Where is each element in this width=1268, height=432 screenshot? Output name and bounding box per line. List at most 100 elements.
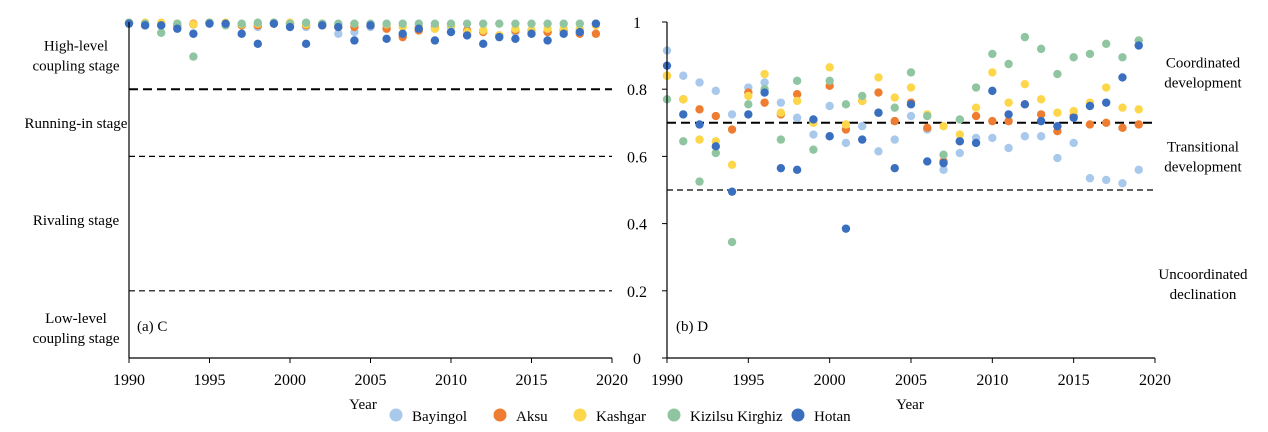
stage-label: development <box>1164 75 1242 91</box>
data-point <box>776 98 786 107</box>
data-point <box>221 19 230 28</box>
data-point <box>906 83 916 92</box>
data-point <box>890 163 899 173</box>
data-point <box>253 39 262 49</box>
data-point <box>711 148 720 158</box>
x-tick-label: 2020 <box>1139 372 1171 389</box>
data-point <box>1085 120 1095 129</box>
data-point <box>1053 69 1062 79</box>
data-point <box>906 68 916 77</box>
data-point <box>1069 138 1078 148</box>
data-point <box>792 90 802 99</box>
data-point <box>939 165 948 175</box>
data-point <box>727 237 737 247</box>
data-point <box>711 142 720 151</box>
legend-marker <box>389 408 403 422</box>
data-point <box>446 19 456 28</box>
data-point <box>1036 95 1046 104</box>
data-point <box>776 163 786 173</box>
data-point <box>205 19 214 28</box>
data-point <box>591 29 601 38</box>
legend-marker <box>791 408 805 422</box>
data-point <box>939 158 948 168</box>
data-point <box>792 76 802 86</box>
x-tick-label: 2005 <box>895 372 927 389</box>
data-point <box>727 187 737 196</box>
x-tick-label: 2020 <box>596 372 628 389</box>
data-point <box>971 103 981 112</box>
legend-label: Kizilsu Kirghiz <box>690 409 783 425</box>
data-point <box>841 224 851 233</box>
data-point <box>446 27 456 37</box>
legend-label: Aksu <box>516 409 548 425</box>
data-point <box>906 111 916 121</box>
data-point <box>1053 121 1062 131</box>
data-point <box>527 29 536 38</box>
data-point <box>1118 179 1127 188</box>
data-point <box>1069 53 1078 62</box>
data-point <box>744 91 753 101</box>
data-point <box>906 100 916 109</box>
data-point <box>382 19 391 28</box>
x-tick-label: 1990 <box>113 372 145 389</box>
data-point <box>1102 39 1111 49</box>
data-point <box>1004 110 1013 119</box>
x-tick-label: 1995 <box>732 372 764 389</box>
data-point <box>189 20 198 29</box>
data-point <box>511 34 520 43</box>
data-point <box>923 123 932 133</box>
data-point <box>1004 116 1013 126</box>
panel-b-threshold-lines <box>667 121 1155 191</box>
x-tick-label: 2010 <box>976 372 1008 389</box>
data-point <box>1020 79 1030 89</box>
panel-b-chart: 1990 1995 2000 2005 2010 2015 2020 00.20.40.60… <box>627 15 1248 413</box>
data-point <box>971 111 981 121</box>
data-point <box>971 138 981 148</box>
data-point <box>858 121 867 131</box>
data-point <box>559 29 568 38</box>
data-point <box>366 21 375 30</box>
data-point <box>1004 143 1013 153</box>
data-point <box>543 19 552 28</box>
data-point <box>792 165 802 175</box>
data-point <box>189 29 198 38</box>
data-point <box>695 120 704 129</box>
data-point <box>679 95 688 104</box>
stage-label: Coordinated <box>1166 55 1241 71</box>
legend-label: Hotan <box>814 409 851 425</box>
panel-b-stage-labels: Coordinated development Transitional develo… <box>1158 55 1248 303</box>
data-point <box>760 88 769 97</box>
stage-label: coupling stage <box>32 59 119 75</box>
data-point <box>301 39 311 49</box>
data-point <box>334 22 343 32</box>
data-point <box>1004 98 1013 107</box>
data-point <box>1134 105 1143 114</box>
y-tick-label: 0.8 <box>627 82 647 99</box>
data-point <box>495 32 504 42</box>
panel-a-chart: 1990 1995 2000 2005 2010 2015 2020 High-level c… <box>25 18 628 413</box>
x-tick-label: 2000 <box>274 372 306 389</box>
data-point <box>269 19 279 28</box>
data-point <box>398 19 407 28</box>
data-point <box>939 121 948 131</box>
legend-marker <box>493 408 507 422</box>
data-point <box>955 148 964 158</box>
x-tick-label: 2015 <box>516 372 548 389</box>
panel-a-points <box>124 18 601 61</box>
data-point <box>1085 101 1095 111</box>
data-point <box>955 115 964 124</box>
data-point <box>543 36 552 45</box>
x-tick-label: 2015 <box>1058 372 1090 389</box>
data-point <box>825 132 834 141</box>
data-point <box>955 137 964 146</box>
data-point <box>479 39 488 49</box>
data-point <box>841 138 851 148</box>
data-point <box>1020 132 1030 141</box>
data-point <box>1036 116 1046 126</box>
data-point <box>776 108 786 117</box>
data-point <box>479 19 488 28</box>
data-point <box>825 101 834 111</box>
data-point <box>1118 123 1127 133</box>
data-point <box>792 96 802 106</box>
data-point <box>695 135 704 144</box>
